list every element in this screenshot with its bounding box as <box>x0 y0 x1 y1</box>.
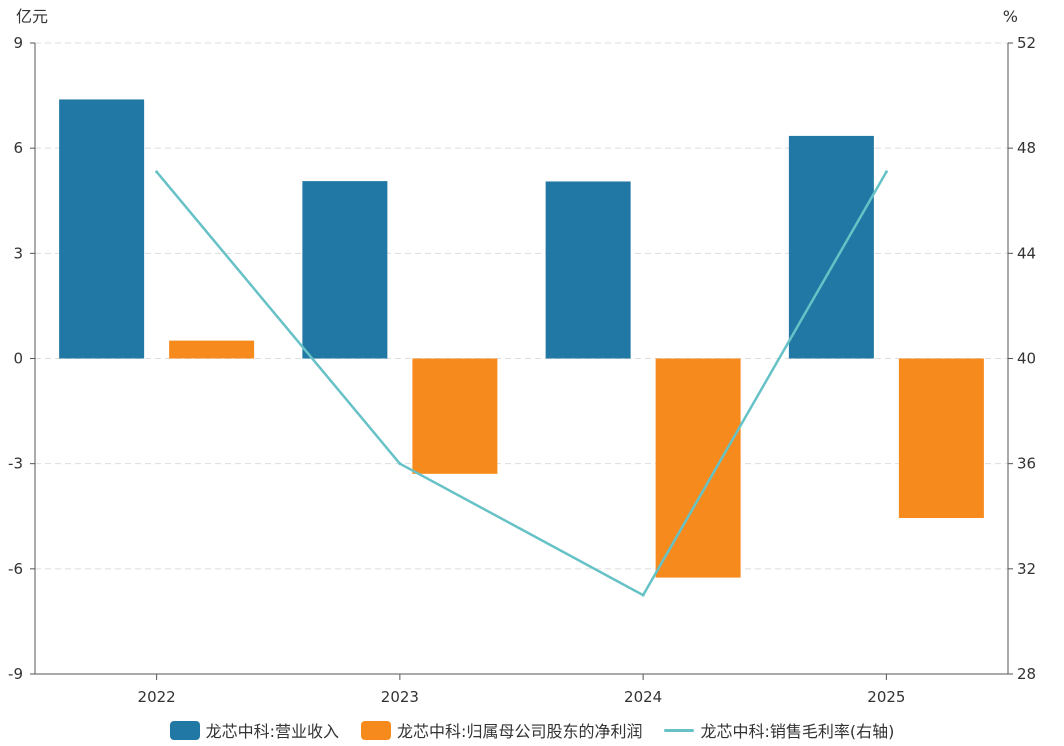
right-axis-tick-label: 48 <box>1017 139 1036 157</box>
right-axis-tick-label: 32 <box>1017 560 1036 578</box>
legend-swatch-net-profit <box>361 720 392 740</box>
gross-margin-point <box>641 593 645 597</box>
right-axis-tick-label: 36 <box>1017 455 1036 473</box>
gross-margin-point <box>884 170 888 174</box>
right-axis-unit: % <box>1003 7 1018 26</box>
x-axis-tick-label: 2025 <box>867 688 905 706</box>
legend-label-gross-margin: 龙芯中科:销售毛利率(右轴) <box>700 722 895 741</box>
revenue-bar <box>302 181 388 359</box>
legend-swatch-gross-margin <box>664 728 695 732</box>
revenue-bar <box>545 181 631 359</box>
legend-item-gross-margin[interactable]: 龙芯中科:销售毛利率(右轴) <box>664 718 894 742</box>
net-profit-bar <box>655 358 741 578</box>
right-axis-tick-label: 44 <box>1017 244 1036 262</box>
x-axis-tick-label: 2022 <box>138 688 176 706</box>
legend-label-net-profit: 龙芯中科:归属母公司股东的净利润 <box>397 722 643 741</box>
legend-label-revenue: 龙芯中科:营业收入 <box>205 722 340 741</box>
net-profit-bar <box>169 340 255 359</box>
chart: 9 6 3 0 -3 -6 -9 52 48 44 40 36 32 28 2022 2023 2024 2025… <box>8 7 1036 706</box>
left-axis-tick-label: 3 <box>13 244 23 262</box>
legend: 龙芯中科:营业收入 龙芯中科:归属母公司股东的净利润 龙芯中科:销售毛利率(右轴… <box>0 718 1064 742</box>
legend-item-revenue[interactable]: 龙芯中科:营业收入 <box>169 718 340 742</box>
left-axis-tick-label: 0 <box>13 350 23 368</box>
x-axis-tick-label: 2024 <box>624 688 662 706</box>
left-axis-tick-label: 9 <box>13 34 23 52</box>
legend-swatch-revenue <box>169 720 200 740</box>
bars <box>59 99 984 578</box>
left-axis-tick-label: -6 <box>8 560 23 578</box>
legend-item-net-profit[interactable]: 龙芯中科:归属母公司股东的净利润 <box>361 718 642 742</box>
revenue-bar <box>59 99 145 359</box>
gross-margin-point <box>155 170 159 174</box>
left-axis-tick-label: 6 <box>13 139 23 157</box>
right-axis-tick-label: 52 <box>1017 34 1036 52</box>
left-axis-tick-label: -3 <box>8 455 23 473</box>
x-axis-tick-label: 2023 <box>381 688 419 706</box>
gross-margin-polyline <box>155 171 888 597</box>
right-axis-tick-label: 40 <box>1017 350 1036 368</box>
gross-margin-line <box>155 170 888 597</box>
net-profit-bar <box>412 358 498 474</box>
revenue-bar <box>788 135 874 359</box>
left-axis-unit: 亿元 <box>16 7 48 26</box>
net-profit-bar <box>898 358 984 519</box>
right-axis-tick-label: 28 <box>1017 665 1036 683</box>
left-axis-tick-label: -9 <box>8 665 23 683</box>
gross-margin-point <box>398 462 402 466</box>
axes: 9 6 3 0 -3 -6 -9 52 48 44 40 36 32 28 2022 2023 2024 2025 <box>8 34 1036 706</box>
